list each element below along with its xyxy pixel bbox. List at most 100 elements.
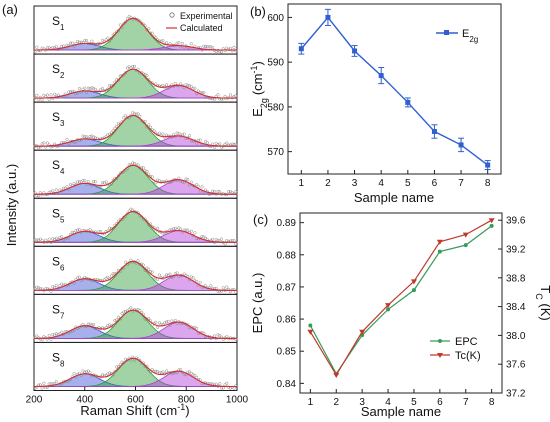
b-ytick-label: 600 xyxy=(267,13,284,24)
a-xtick-label: 800 xyxy=(178,395,195,406)
experimental-point xyxy=(150,270,154,274)
experimental-point xyxy=(92,179,96,183)
experimental-point xyxy=(61,44,65,48)
experimental-point xyxy=(132,64,137,68)
experimental-point xyxy=(124,20,128,24)
spectrum-panel-2: S2 xyxy=(33,53,238,103)
experimental-point xyxy=(140,21,144,25)
a-ylabel: Intensity (a.u.) xyxy=(4,164,19,246)
experimental-point xyxy=(147,27,151,31)
experimental-point xyxy=(189,42,193,46)
c-ytick-right-label: 39.6 xyxy=(506,216,526,227)
experimental-point xyxy=(189,180,193,184)
experimental-point xyxy=(182,272,186,276)
experimental-point xyxy=(45,93,49,97)
experimental-point xyxy=(111,323,115,327)
legend-label-experimental: Experimental xyxy=(180,11,233,21)
experimental-point xyxy=(51,189,55,193)
e2g-point xyxy=(378,73,384,79)
experimental-point xyxy=(120,311,124,316)
experimental-point xyxy=(92,135,96,139)
experimental-point xyxy=(182,132,186,136)
c-xtick-label: 3 xyxy=(359,397,365,408)
experimental-point xyxy=(196,89,200,93)
tc-point xyxy=(359,329,366,335)
experimental-point xyxy=(143,217,147,221)
legend-marker-tc xyxy=(437,353,443,358)
experimental-point xyxy=(122,361,126,365)
tc-point xyxy=(488,218,495,224)
experimental-point xyxy=(108,371,112,375)
experimental-point xyxy=(74,229,78,233)
sample-label: S8 xyxy=(52,350,65,368)
spectrum-panel-5: S5 xyxy=(33,197,238,247)
experimental-point xyxy=(65,185,69,189)
experimental-point xyxy=(76,39,80,43)
b-frame xyxy=(287,3,502,175)
experimental-point xyxy=(54,380,58,384)
experimental-point xyxy=(154,320,158,324)
experimental-point xyxy=(164,83,169,87)
b-ytick-label: 590 xyxy=(267,58,284,69)
experimental-point xyxy=(209,284,213,288)
experimental-point xyxy=(170,319,174,323)
experimental-point xyxy=(100,181,105,185)
experimental-point xyxy=(232,239,236,243)
experimental-point xyxy=(184,83,188,87)
experimental-point xyxy=(100,87,105,91)
experimental-point xyxy=(156,226,160,230)
experimental-point xyxy=(51,285,55,289)
experimental-point xyxy=(202,44,206,48)
c-xtick-label: 6 xyxy=(437,397,443,408)
experimental-point xyxy=(189,85,193,89)
sample-label: S2 xyxy=(52,62,65,80)
experimental-point xyxy=(93,87,97,91)
experimental-point xyxy=(113,126,117,130)
spectrum-panel-6: S6 xyxy=(33,245,238,295)
b-xtick-label: 2 xyxy=(325,178,331,189)
experimental-point xyxy=(191,276,195,280)
a-xtick-label: 400 xyxy=(76,395,93,406)
legend-label-e2g: E2g xyxy=(462,28,478,44)
experimental-point xyxy=(125,212,129,216)
experimental-point xyxy=(205,45,209,49)
sample-label: S3 xyxy=(52,110,65,128)
experimental-point xyxy=(211,237,215,241)
experimental-point xyxy=(216,333,220,337)
experimental-point xyxy=(225,285,229,289)
experimental-point xyxy=(45,141,49,145)
experimental-point xyxy=(120,360,124,364)
experimental-point xyxy=(45,46,49,50)
calculated-fit xyxy=(34,164,237,195)
experimental-point xyxy=(203,236,208,240)
calculated-fit xyxy=(34,357,237,388)
c-xtick-label: 8 xyxy=(489,397,495,408)
spectrum-panel-1: S1 xyxy=(33,5,238,55)
a-xtick-label: 200 xyxy=(26,395,43,406)
experimental-point xyxy=(232,45,236,49)
experimental-point xyxy=(35,93,39,97)
experimental-point xyxy=(99,229,103,233)
experimental-point xyxy=(58,284,62,288)
experimental-point xyxy=(106,275,110,279)
experimental-point xyxy=(157,131,161,135)
experimental-point xyxy=(212,189,216,194)
a-xtick-label: 600 xyxy=(127,395,144,406)
a-xtick-label: 1000 xyxy=(226,395,249,406)
tc-point xyxy=(333,373,340,378)
b-ytick-label: 570 xyxy=(267,147,284,158)
experimental-point xyxy=(221,386,225,390)
experimental-point xyxy=(65,137,69,142)
experimental-point xyxy=(218,382,222,386)
experimental-point xyxy=(58,235,62,240)
panel-label-a: (a) xyxy=(2,2,18,17)
c-xtick-label: 5 xyxy=(411,397,417,408)
experimental-point xyxy=(166,319,170,323)
experimental-point xyxy=(211,46,215,50)
experimental-point xyxy=(108,83,112,88)
c-ytick-right-label: 37.6 xyxy=(506,360,526,371)
experimental-point xyxy=(232,191,236,196)
experimental-point xyxy=(54,283,58,288)
experimental-point xyxy=(47,333,51,337)
experimental-point xyxy=(136,259,140,263)
